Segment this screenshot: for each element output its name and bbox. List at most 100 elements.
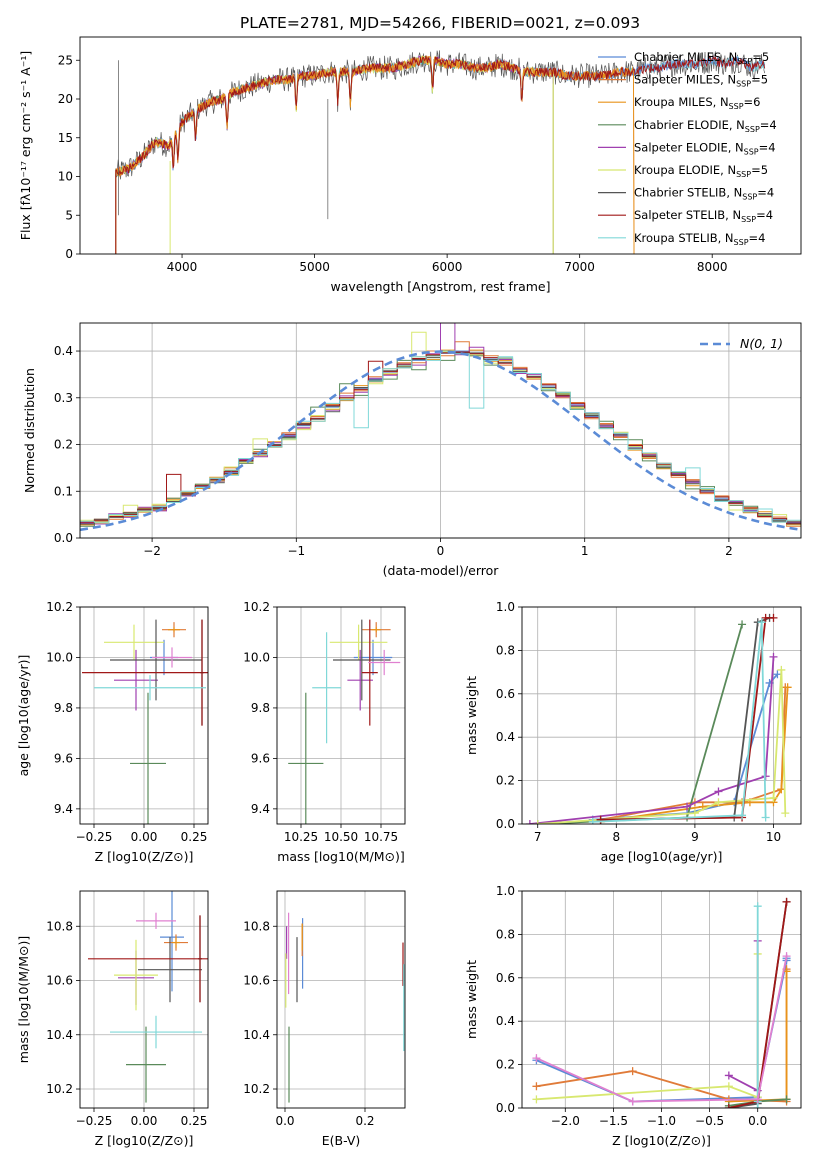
weight-marker (683, 802, 692, 811)
legend-label: Salpeter ELODIE, NSSP=4 (634, 140, 776, 156)
weight-marker (753, 1095, 762, 1104)
legend-label-main: Kroupa STELIB, N (634, 231, 734, 245)
weight-marker (769, 613, 778, 622)
legend-label-end: =4 (757, 186, 774, 200)
y-tick-label: 0.6 (496, 687, 515, 701)
y-tick-label: 9.4 (54, 802, 73, 816)
weight-marker (757, 618, 766, 627)
legend-label-main: Salpeter STELIB, N (634, 208, 741, 222)
legend-label-sub: SSP (745, 125, 760, 134)
y-tick-label: 25 (58, 53, 73, 67)
weight-marker (781, 809, 790, 818)
weight-marker (738, 811, 747, 820)
x-tick-label: 10.75 (364, 830, 398, 844)
legend-label: Kroupa MILES, NSSP=6 (634, 95, 760, 111)
weight-marker (532, 1082, 541, 1091)
weight-marker (724, 1071, 733, 1080)
y-tick-label: 0.2 (496, 774, 515, 788)
legend-label-sub: SSP (736, 170, 751, 179)
y-tick-label: 0.4 (54, 344, 73, 358)
y-tick-label: 9.8 (54, 701, 73, 715)
errorbar-points (285, 912, 405, 1103)
legend-label-end: =4 (756, 208, 773, 222)
y-tick-label: 0.2 (54, 438, 73, 452)
legend-label-sub: SSP (734, 238, 749, 247)
legend-label-end: =5 (752, 50, 769, 64)
legend-label-sub: SSP (742, 193, 757, 202)
x-tick-label: −1.5 (599, 1114, 628, 1128)
y-tick-label: 0.8 (496, 643, 515, 657)
weight-line (600, 687, 789, 823)
legend-label-main: Salpeter ELODIE, N (634, 140, 744, 154)
weight-line (536, 955, 788, 1103)
x-axis-label: E(B-V) (322, 1133, 361, 1148)
y-tick-label: 10.4 (243, 1028, 270, 1042)
weight-marker (761, 813, 770, 822)
y-tick-label: 0.0 (496, 817, 515, 831)
legend-label-main: Chabrier STELIB, N (634, 186, 742, 200)
x-tick-label: 6000 (432, 260, 463, 274)
mass-vs-ebv-panel: 0.0 0.2 10.2 10.4 10.6 10.8 E(B-V) (243, 890, 406, 1148)
x-tick-label: 2 (725, 544, 733, 558)
age-vs-mass-panel: 10.25 10.50 10.75 9.4 9.6 9.8 10.0 10.2 mass [lo… (243, 600, 406, 864)
y-tick-label: 0 (65, 247, 73, 261)
spectrum-line (115, 54, 766, 254)
x-tick-label: 0.00 (131, 1114, 158, 1128)
y-tick-label: 0.0 (496, 1101, 515, 1115)
x-axis-label: Z [log10(Z/Z⊙)] (95, 849, 194, 864)
y-axis-label: mass [log10(M/M⊙)] (16, 936, 31, 1064)
y-tick-label: 0.0 (54, 531, 73, 545)
x-tick-label: −0.25 (76, 1114, 113, 1128)
x-axis-label: (data-model)/error (383, 563, 500, 578)
residuals-panel: −2 −1 0 1 2 0.0 0.1 0.2 0.3 0.4 (data-model)/error… (22, 322, 802, 578)
weight-marker (753, 902, 762, 911)
y-tick-label: 10.2 (46, 1082, 73, 1096)
legend-label-sub: SSP (744, 147, 759, 156)
legend-label-sub: SSP (729, 102, 744, 111)
errorbar-points (288, 619, 401, 824)
legend-label-main: Kroupa MILES, N (634, 95, 729, 109)
y-tick-label: 10.6 (243, 974, 270, 988)
legend-label: Salpeter MILES, NSSP=5 (634, 73, 768, 89)
legend-label: Kroupa ELODIE, NSSP=5 (634, 163, 768, 179)
weight-marker (628, 1067, 637, 1076)
weight-marker (533, 820, 542, 824)
y-tick-label: 10 (58, 170, 73, 184)
legend-label: N(0, 1) (740, 336, 783, 351)
legend-label-sub: SSP (741, 215, 756, 224)
x-tick-label: 0.00 (131, 830, 158, 844)
gaussian-curve (80, 350, 801, 532)
weight-marker (782, 1095, 791, 1104)
y-tick-label: 9.4 (251, 802, 270, 816)
mass-weight-vs-z-panel: −2.0 −1.5 −1.0 −0.5 0.0 0.0 0.2 0.4 0.6 0.8 1.0 Z [… (464, 884, 802, 1148)
legend-label-end: =4 (759, 140, 776, 154)
weight-marker (782, 897, 791, 906)
errorbar-points (88, 891, 208, 1103)
legend-label: Chabrier STELIB, NSSP=4 (634, 186, 774, 202)
x-tick-label: 7000 (564, 260, 595, 274)
x-axis-label: Z [log10(Z/Z⊙)] (95, 1133, 194, 1148)
weight-marker (724, 1104, 733, 1108)
x-tick-label: 0 (437, 544, 445, 558)
legend-label-end: =6 (744, 95, 761, 109)
y-tick-label: 5 (65, 208, 73, 222)
legend-label: Kroupa STELIB, NSSP=4 (634, 231, 765, 247)
x-tick-label: 5000 (299, 260, 330, 274)
weight-lines (525, 613, 792, 824)
axes-frame (276, 606, 406, 825)
x-tick-label: 9 (691, 830, 699, 844)
y-tick-label: 20 (58, 92, 73, 106)
y-tick-label: 9.8 (251, 701, 270, 715)
y-tick-label: 9.6 (54, 751, 73, 765)
y-tick-label: 10.4 (46, 1028, 73, 1042)
x-tick-label: −2 (143, 544, 161, 558)
axes-frame (276, 890, 406, 1109)
weight-marker (783, 683, 792, 692)
y-tick-label: 0.2 (496, 1058, 515, 1072)
y-tick-label: 10.2 (243, 600, 270, 614)
axes-frame (521, 606, 802, 825)
x-tick-label: −0.5 (695, 1114, 724, 1128)
legend-label-end: =4 (749, 231, 766, 245)
x-tick-label: 0.25 (181, 830, 208, 844)
